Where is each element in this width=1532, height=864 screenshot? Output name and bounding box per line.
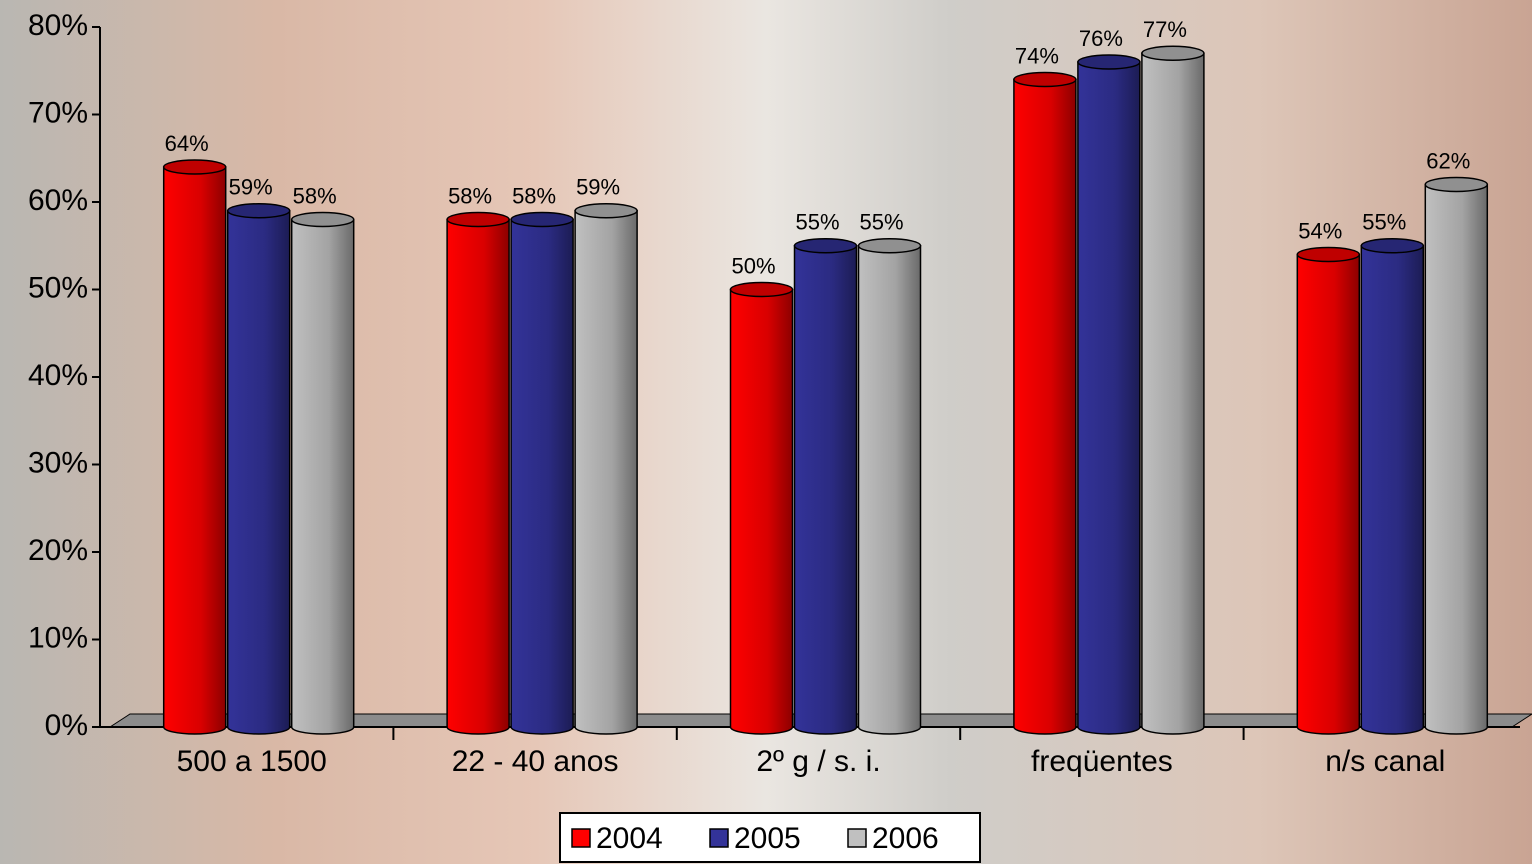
x-tick-label: 22 - 40 anos bbox=[452, 745, 619, 778]
bar-top bbox=[1077, 54, 1141, 70]
bar-top bbox=[857, 238, 922, 254]
value-label: 59% bbox=[229, 175, 273, 200]
bar bbox=[290, 218, 355, 735]
bar bbox=[1360, 245, 1425, 735]
legend-label: 2004 bbox=[596, 822, 663, 855]
value-label: 50% bbox=[731, 253, 775, 278]
bar bbox=[446, 218, 510, 735]
legend-swatch bbox=[709, 828, 729, 848]
bar bbox=[162, 166, 227, 735]
x-tick-label: freqüentes bbox=[1031, 745, 1173, 778]
bar-top bbox=[793, 238, 858, 254]
bar bbox=[793, 245, 858, 735]
value-label: 55% bbox=[795, 210, 839, 235]
value-label: 58% bbox=[293, 183, 337, 208]
bar-top bbox=[1424, 176, 1489, 193]
x-tick-label: 2º g / s. i. bbox=[756, 745, 880, 778]
y-tick-label: 0% bbox=[45, 709, 88, 742]
legend-swatch bbox=[571, 828, 591, 848]
legend-swatch bbox=[847, 828, 867, 848]
bar-top bbox=[1296, 246, 1361, 263]
value-label: 62% bbox=[1426, 148, 1470, 173]
value-label: 55% bbox=[1362, 210, 1406, 235]
value-label: 58% bbox=[448, 183, 492, 208]
y-tick-label: 10% bbox=[28, 621, 88, 654]
bar bbox=[574, 210, 638, 735]
value-label: 54% bbox=[1298, 218, 1342, 243]
value-label: 77% bbox=[1143, 17, 1187, 42]
legend: 2004 2005 2006 bbox=[559, 812, 981, 863]
bar bbox=[1424, 183, 1489, 735]
y-tick-label: 40% bbox=[28, 359, 88, 392]
legend-label: 2006 bbox=[872, 822, 939, 855]
bar-top bbox=[290, 211, 355, 228]
value-label: 76% bbox=[1079, 26, 1123, 51]
bar-top bbox=[574, 203, 638, 219]
bar bbox=[226, 210, 291, 735]
bar-top bbox=[1013, 71, 1077, 88]
value-label: 64% bbox=[165, 131, 209, 156]
bar bbox=[1296, 253, 1361, 735]
y-tick-label: 30% bbox=[28, 446, 88, 479]
legend-box bbox=[559, 812, 981, 863]
y-tick-label: 60% bbox=[28, 184, 88, 217]
y-tick-label: 20% bbox=[28, 534, 88, 567]
bar bbox=[729, 288, 794, 735]
bar bbox=[1013, 78, 1077, 735]
bar-top bbox=[162, 159, 227, 175]
legend-label: 2005 bbox=[734, 822, 801, 855]
bar bbox=[1077, 61, 1141, 735]
x-tick-label: n/s canal bbox=[1325, 745, 1445, 778]
bar-top bbox=[1141, 45, 1205, 61]
bar-top bbox=[226, 203, 291, 219]
value-label: 58% bbox=[512, 183, 556, 208]
y-tick-label: 70% bbox=[28, 96, 88, 129]
bar bbox=[1141, 52, 1205, 735]
bar-top bbox=[446, 211, 510, 228]
bar bbox=[510, 218, 574, 735]
value-label: 74% bbox=[1015, 43, 1059, 68]
y-tick-label: 50% bbox=[28, 271, 88, 304]
bar-top bbox=[729, 281, 794, 298]
bar bbox=[857, 245, 922, 735]
value-label: 59% bbox=[576, 175, 620, 200]
bar-top bbox=[1360, 238, 1425, 254]
bar-top bbox=[510, 211, 574, 228]
value-label: 55% bbox=[859, 210, 903, 235]
y-tick-label: 80% bbox=[28, 9, 88, 42]
x-tick-label: 500 a 1500 bbox=[177, 745, 327, 778]
